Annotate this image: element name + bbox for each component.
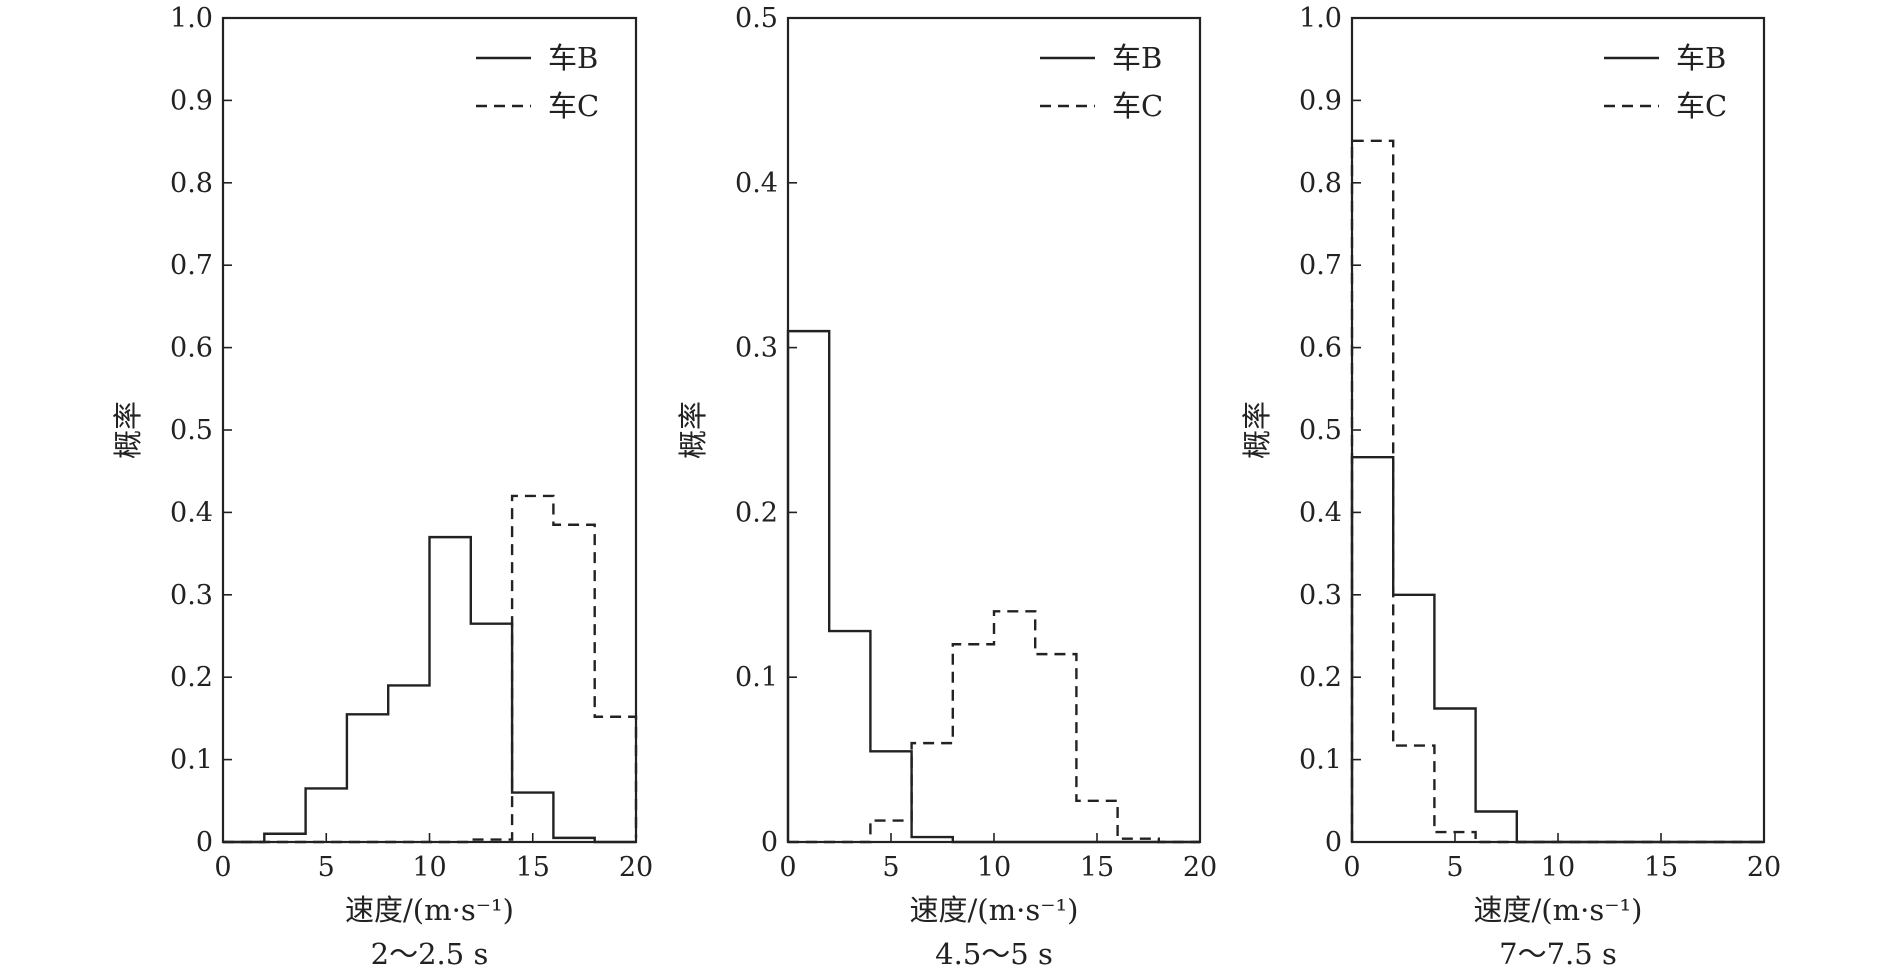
chart-panels: 0 5 10 15 20 0 0.1 0.2 0.3 0.4 0.5 0.6 0.7 0.8 0.9 1.0 速…: [111, 3, 1781, 971]
y-tick-label: 0.3: [170, 580, 213, 611]
x-tick-label: 20: [619, 852, 653, 883]
x-tick-label: 20: [1747, 852, 1781, 883]
x-tick-label: 15: [516, 852, 550, 883]
x-tick-label: 15: [1080, 852, 1114, 883]
y-tick-label: 0.4: [735, 168, 778, 199]
y-tick-label: 0.5: [735, 3, 778, 34]
y-tick-label: 0.8: [1299, 168, 1342, 199]
y-tick-label: 0.9: [170, 85, 213, 116]
x-tick-label: 0: [214, 852, 231, 883]
x-tick-label: 5: [882, 852, 899, 883]
x-axis-title: 速度/(m·s⁻¹): [910, 893, 1079, 927]
y-tick-label: 0.6: [1299, 333, 1342, 364]
y-axis-title: 概率: [676, 401, 710, 459]
y-tick-label: 0.1: [1299, 745, 1342, 776]
legend-label: 车B: [1112, 41, 1162, 75]
chart-panel-1: 0 5 10 15 20 0 0.1 0.2 0.3 0.4 0.5 0.6 0.7 0.8 0.9 1.0 速…: [111, 3, 653, 971]
x-tick-label: 10: [1541, 852, 1575, 883]
y-tick-label: 0.5: [170, 415, 213, 446]
chart-panel-3: 0 5 10 15 20 0 0.1 0.2 0.3 0.4 0.5 0.6 0.7 0.8 0.9 1.0 速…: [1240, 3, 1781, 971]
x-tick-label: 10: [977, 852, 1011, 883]
plot-frame: [221, 16, 638, 844]
y-tick-label: 0.7: [170, 250, 213, 281]
y-tick-label: 0: [761, 827, 778, 858]
y-tick-label: 0: [1325, 827, 1342, 858]
y-tick-label: 0.3: [1299, 580, 1342, 611]
x-tick-label: 0: [1343, 852, 1360, 883]
panel-caption: 2～2.5 s: [371, 937, 489, 971]
y-tick-label: 0.6: [170, 333, 213, 364]
plot-frame: [786, 16, 1202, 844]
panel-caption: 7～7.5 s: [1499, 937, 1617, 971]
y-tick-label: 0.1: [735, 662, 778, 693]
series-line-car-b: [1350, 455, 1764, 844]
x-axis-title: 速度/(m·s⁻¹): [1474, 893, 1643, 927]
x-tick-label: 20: [1183, 852, 1217, 883]
x-tick-label: 15: [1644, 852, 1678, 883]
chart-panel-2: 0 5 10 15 20 0 0.1 0.2 0.3 0.4 0.5 速度/(m·s⁻¹) 概率 4.5～…: [676, 3, 1217, 971]
legend-label: 车C: [1112, 89, 1163, 123]
x-tick-label: 5: [318, 852, 335, 883]
y-tick-label: 0.7: [1299, 250, 1342, 281]
y-tick-label: 0.2: [735, 497, 778, 528]
y-tick-label: 0.8: [170, 168, 213, 199]
y-tick-label: 0.5: [1299, 415, 1342, 446]
y-tick-label: 0.9: [1299, 85, 1342, 116]
series-line-car-b: [786, 329, 1200, 844]
y-tick-label: 0.4: [170, 497, 213, 528]
series-line-car-c: [223, 494, 638, 844]
x-axis-title: 速度/(m·s⁻¹): [345, 893, 514, 927]
y-tick-label: 0.3: [735, 333, 778, 364]
y-axis-title: 概率: [111, 401, 145, 459]
x-tick-label: 0: [779, 852, 796, 883]
x-tick-label: 10: [412, 852, 446, 883]
series-line-car-c: [788, 610, 1200, 844]
y-tick-label: 1.0: [1299, 3, 1342, 34]
y-tick-label: 0.4: [1299, 497, 1342, 528]
y-tick-label: 0: [196, 827, 213, 858]
y-tick-label: 1.0: [170, 3, 213, 34]
series-line-car-b: [223, 535, 636, 844]
legend-label: 车B: [1676, 41, 1726, 75]
legend-label: 车C: [548, 89, 599, 123]
plot-frame: [1350, 16, 1766, 844]
legend-label: 车C: [1676, 89, 1727, 123]
y-tick-label: 0.1: [170, 745, 213, 776]
panel-caption: 4.5～5 s: [935, 937, 1053, 971]
y-tick-label: 0.2: [1299, 662, 1342, 693]
series-line-car-c: [1350, 139, 1764, 844]
legend-label: 车B: [548, 41, 598, 75]
y-axis-title: 概率: [1240, 401, 1274, 459]
x-tick-label: 5: [1446, 852, 1463, 883]
y-tick-label: 0.2: [170, 662, 213, 693]
